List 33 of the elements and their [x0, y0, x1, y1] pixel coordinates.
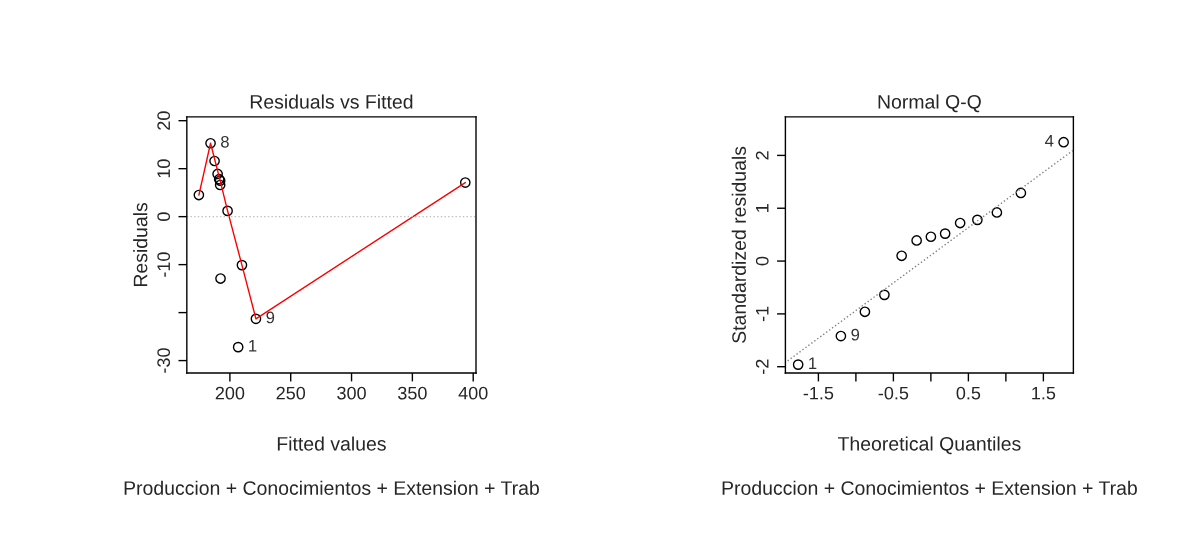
x-tick-label: 0.5: [956, 386, 981, 400]
y-tick-label: 1: [756, 204, 769, 212]
x-tick-label: 250: [276, 386, 306, 400]
x-tick-label: 200: [215, 386, 245, 400]
y-tick-label: 10: [157, 159, 171, 178]
annotation: 1: [809, 357, 817, 369]
chart-title: Normal Q-Q: [878, 94, 981, 113]
x-tick-label: 400: [458, 386, 488, 400]
x-tick-label: -1.5: [803, 386, 834, 400]
y-tick-label: -10: [157, 252, 171, 277]
x-axis-title: Theoretical Quantiles: [837, 436, 1021, 455]
y-tick-label: 0: [157, 212, 171, 221]
y-tick-label: 20: [157, 111, 171, 130]
y-axis-title: Residuals: [133, 202, 148, 287]
annotation: 9: [266, 311, 275, 324]
annotation: 4: [1045, 135, 1054, 147]
y-tick-label: -30: [157, 348, 171, 373]
y-tick-label: -2: [755, 359, 769, 374]
chart-title: Residuals vs Fitted: [250, 94, 413, 109]
x-tick-label: 300: [337, 386, 366, 400]
x-axis-title: Fitted values: [277, 436, 386, 451]
x-tick-label: -0.5: [878, 386, 909, 400]
text: Produccion + Conocimientos + Extension + Trab: [124, 480, 539, 495]
x-tick-label: 350: [398, 386, 427, 400]
y-tick-label: 2: [755, 151, 769, 160]
y-tick-label: 0: [755, 256, 769, 266]
y-tick-label: -1: [756, 306, 769, 322]
text: Produccion + Conocimientos + Extension + Trab: [722, 480, 1137, 495]
annotation: 9: [851, 328, 860, 341]
y-axis-title: Standardized residuals: [731, 146, 746, 343]
x-tick-label: 1.5: [1032, 386, 1056, 400]
annotation: 1: [249, 339, 257, 352]
annotation: 8: [221, 135, 229, 148]
